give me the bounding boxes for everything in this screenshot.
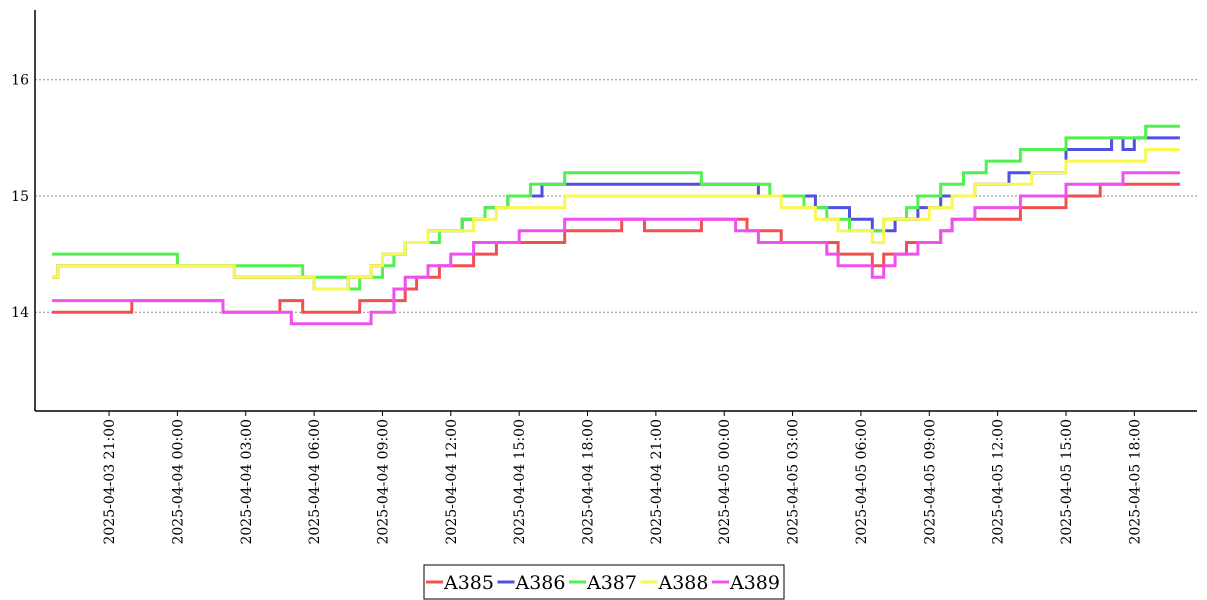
x-tick-label: 2025-04-03 21:00	[102, 419, 118, 545]
legend: A385 A386 A387 A388 A389	[423, 564, 785, 600]
x-tick-label: 2025-04-04 15:00	[512, 419, 528, 545]
x-tick-label: 2025-04-04 00:00	[170, 419, 186, 545]
y-tick-label: 15	[11, 189, 29, 205]
legend-label: A389	[729, 572, 780, 594]
x-tick-label: 2025-04-04 06:00	[307, 419, 323, 545]
x-tick-label: 2025-04-04 12:00	[444, 419, 460, 545]
x-tick-label: 2025-04-05 03:00	[786, 419, 802, 545]
x-tick-label: 2025-04-05 12:00	[991, 419, 1007, 545]
y-tick-label: 16	[11, 73, 29, 89]
legend-label: A387	[586, 572, 637, 594]
x-tick-label: 2025-04-05 18:00	[1127, 419, 1143, 545]
x-tick-label: 2025-04-04 09:00	[375, 419, 391, 545]
y-tick-label: 14	[11, 305, 29, 321]
series-line-a388	[52, 148, 1180, 291]
x-tick-label: 2025-04-05 06:00	[854, 419, 870, 545]
x-tick-label: 2025-04-04 03:00	[239, 419, 255, 545]
x-tick-label: 2025-04-05 00:00	[717, 419, 733, 545]
legend-label: A386	[515, 572, 566, 594]
x-tick-label: 2025-04-04 21:00	[649, 419, 665, 545]
series-lines	[52, 124, 1180, 326]
legend-label: A388	[658, 572, 709, 594]
x-tick-label: 2025-04-05 09:00	[922, 419, 938, 545]
legend-label: A385	[443, 572, 494, 594]
y-axis-ticks: 14 15 16	[11, 73, 29, 321]
series-line-a385	[52, 182, 1180, 314]
x-tick-label: 2025-04-04 18:00	[581, 419, 597, 545]
x-axis-ticks: 2025-04-03 21:00 2025-04-04 00:00 2025-04-…	[102, 411, 1143, 545]
series-line-a389	[52, 171, 1180, 326]
x-tick-label: 2025-04-05 15:00	[1059, 419, 1075, 545]
